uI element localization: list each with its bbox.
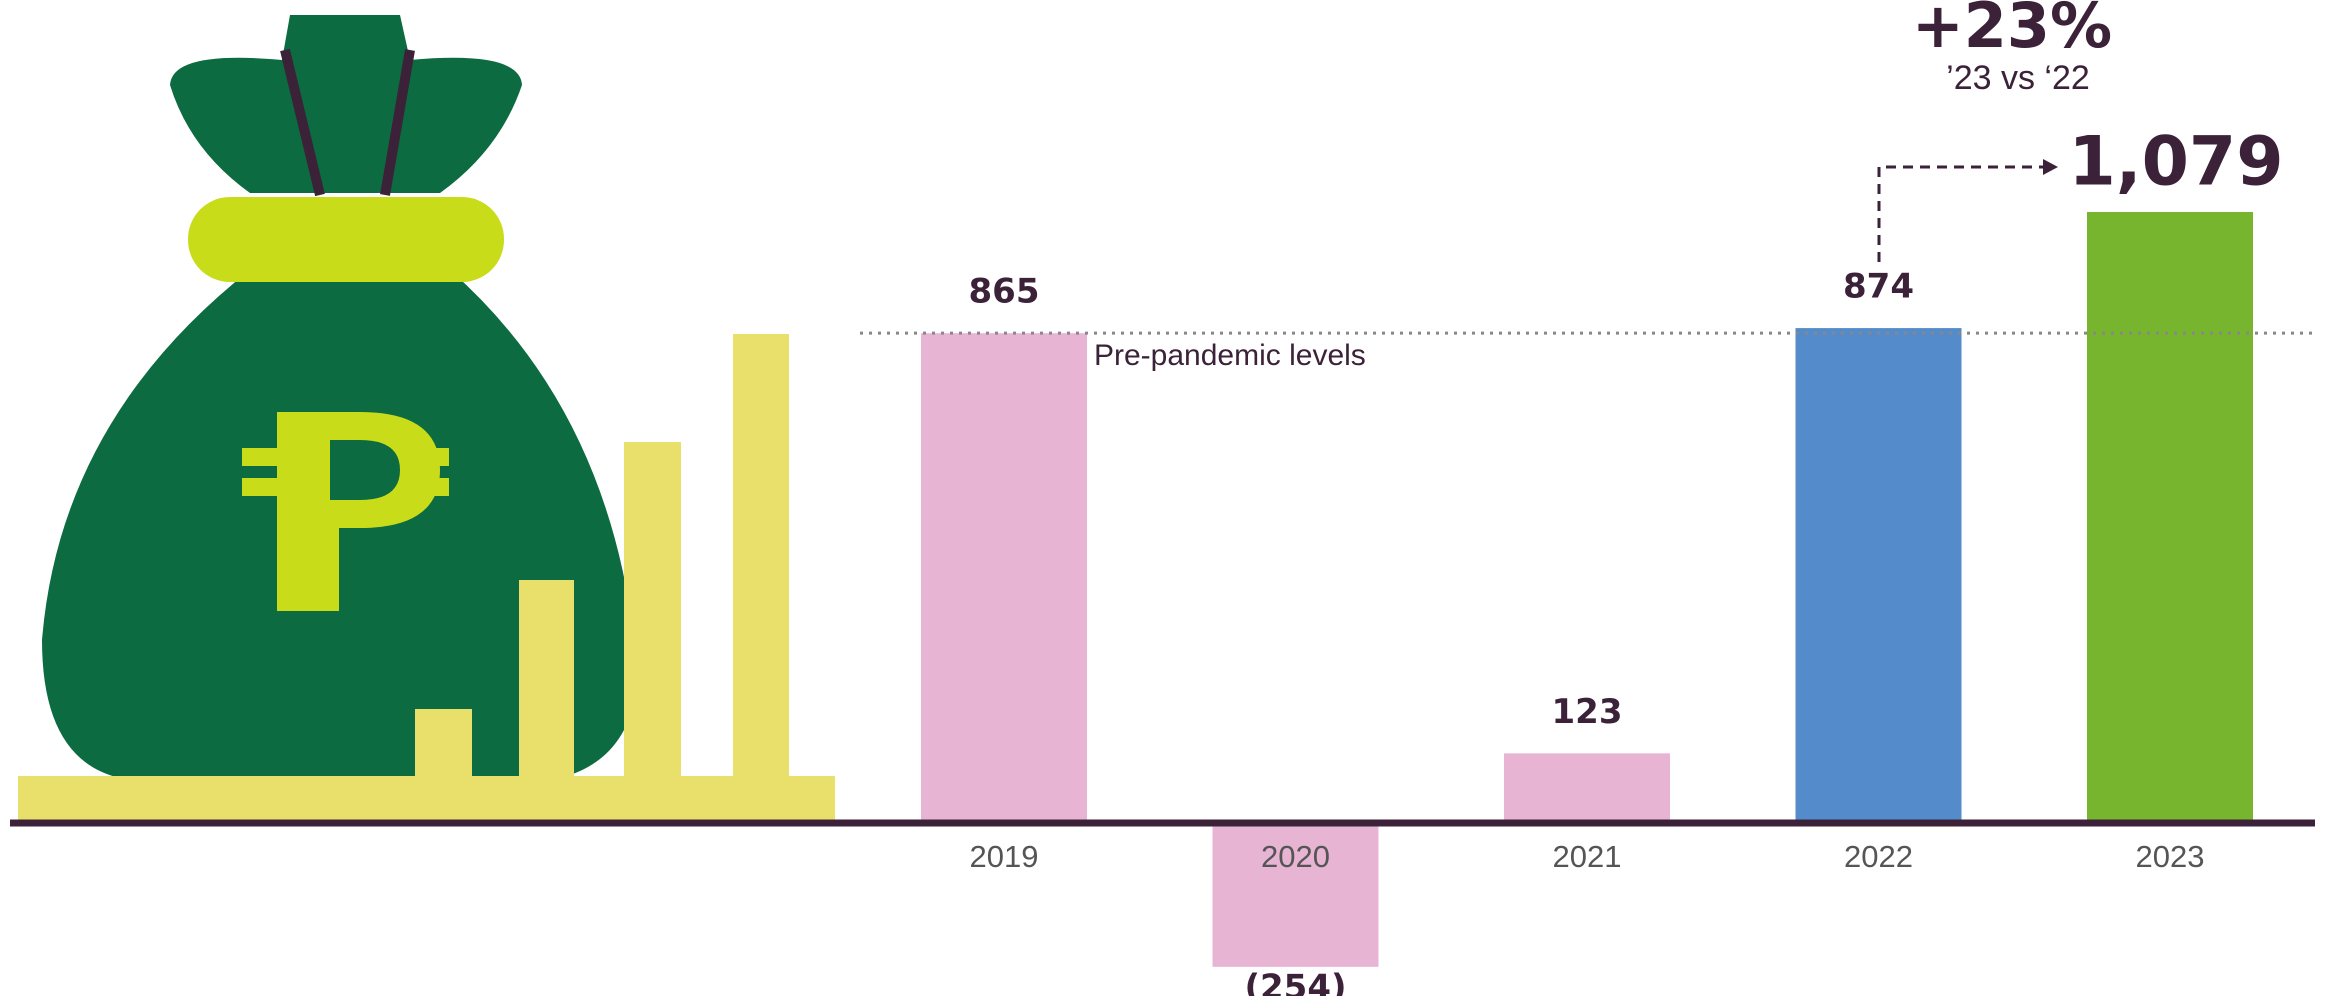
x-tick-label: 2019 xyxy=(970,839,1039,874)
reference-label: Pre-pandemic levels xyxy=(1094,339,1366,372)
arrow xyxy=(1877,165,2045,262)
annotation: +23% xyxy=(1912,0,2112,62)
value-label: 1,079 xyxy=(2068,123,2283,202)
annotation-subtext: ’23 vs ‘22 xyxy=(1946,59,2090,97)
x-tick-label: 2021 xyxy=(1553,839,1622,874)
money-bag-illustration xyxy=(18,15,835,820)
arrow-head xyxy=(2043,159,2058,175)
bar xyxy=(921,333,1087,823)
bar xyxy=(1212,823,1379,967)
value-label: (254) xyxy=(1244,967,1346,996)
bar xyxy=(1795,328,1962,823)
x-tick-label: 2022 xyxy=(1844,839,1913,874)
x-tick-label: 2023 xyxy=(2136,839,2205,874)
value-label: 874 xyxy=(1843,267,1914,307)
bar xyxy=(2087,212,2253,823)
value-label: 865 xyxy=(969,272,1040,312)
x-tick-label: 2020 xyxy=(1261,839,1330,874)
bar xyxy=(1504,753,1670,823)
value-label: 123 xyxy=(1552,692,1623,732)
